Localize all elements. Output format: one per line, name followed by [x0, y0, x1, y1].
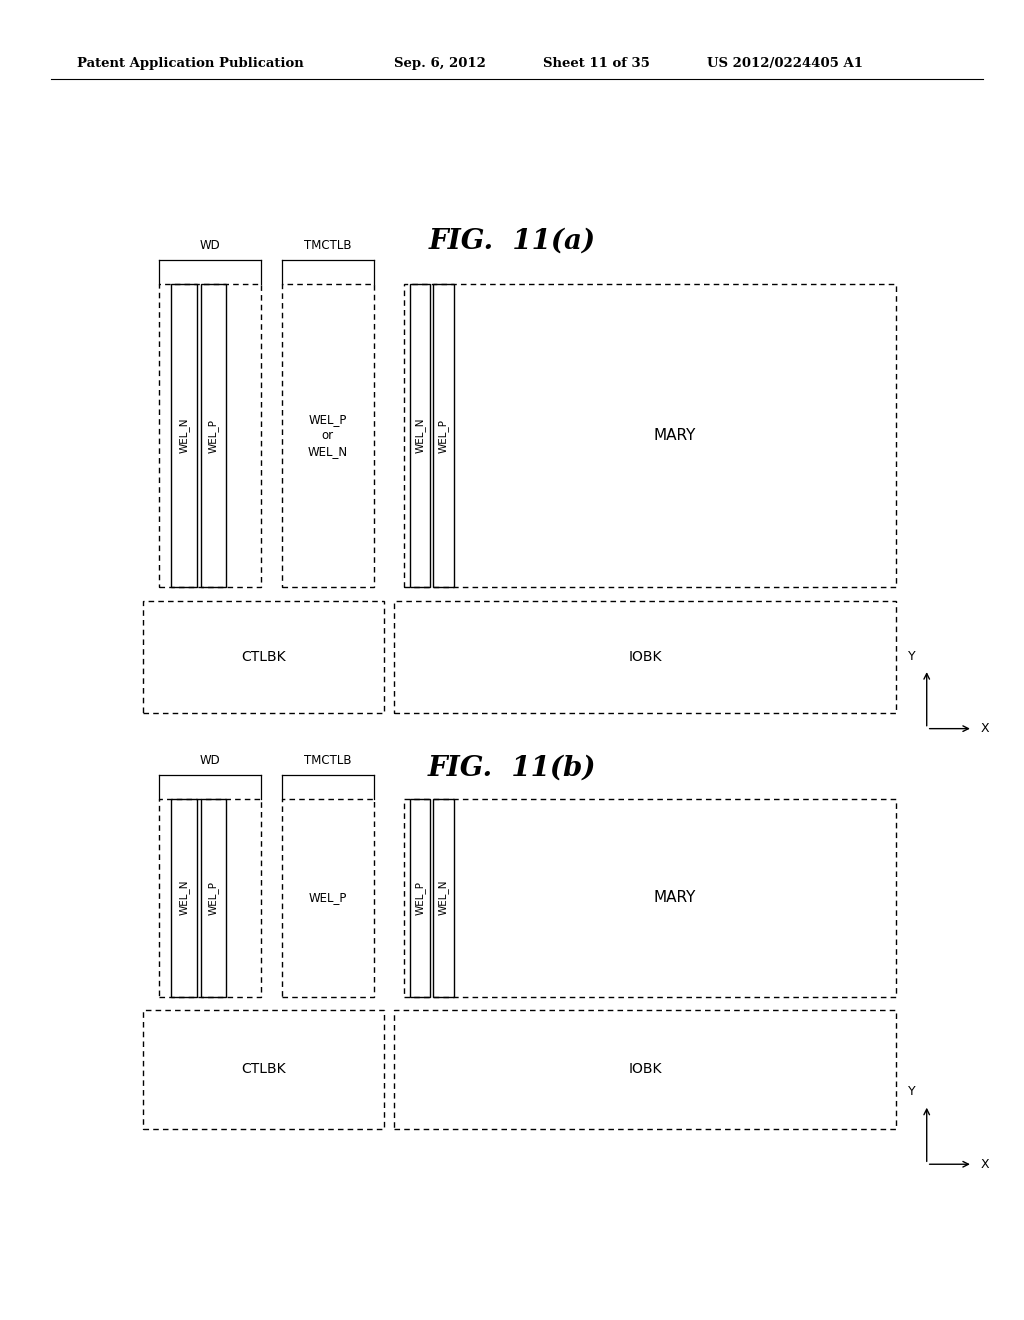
Bar — [171, 799, 197, 997]
Bar — [410, 284, 430, 587]
Bar — [433, 799, 454, 997]
Text: CTLBK: CTLBK — [242, 1063, 286, 1076]
Text: US 2012/0224405 A1: US 2012/0224405 A1 — [707, 57, 862, 70]
Text: WEL_N: WEL_N — [178, 418, 189, 453]
Text: FIG.  11(b): FIG. 11(b) — [428, 755, 596, 781]
Text: Y: Y — [907, 649, 915, 663]
Text: Sheet 11 of 35: Sheet 11 of 35 — [543, 57, 649, 70]
Bar — [201, 799, 226, 997]
Text: Y: Y — [907, 1085, 915, 1098]
Text: FIG.  11(a): FIG. 11(a) — [428, 228, 596, 255]
Text: WEL_P: WEL_P — [208, 880, 219, 915]
Text: WEL_P: WEL_P — [308, 891, 347, 904]
Text: WD: WD — [200, 754, 220, 767]
Text: X: X — [981, 722, 989, 735]
Bar — [143, 1010, 384, 1129]
Text: IOBK: IOBK — [629, 649, 662, 664]
Text: MARY: MARY — [653, 428, 696, 444]
Bar — [433, 284, 454, 587]
Bar — [159, 799, 261, 997]
Text: MARY: MARY — [653, 890, 696, 906]
Bar — [159, 284, 261, 587]
Text: WD: WD — [200, 239, 220, 252]
Text: X: X — [981, 1158, 989, 1171]
Text: CTLBK: CTLBK — [242, 649, 286, 664]
Text: Patent Application Publication: Patent Application Publication — [77, 57, 303, 70]
Bar — [282, 284, 374, 587]
Bar — [394, 1010, 896, 1129]
Text: WEL_N: WEL_N — [415, 418, 425, 453]
Text: WEL_P
or
WEL_N: WEL_P or WEL_N — [307, 413, 348, 458]
Bar — [394, 601, 896, 713]
Bar — [404, 799, 896, 997]
Bar — [404, 284, 896, 587]
Bar — [282, 799, 374, 997]
Bar — [171, 284, 197, 587]
Text: WEL_P: WEL_P — [208, 418, 219, 453]
Text: WEL_P: WEL_P — [438, 418, 449, 453]
Bar — [410, 799, 430, 997]
Text: IOBK: IOBK — [629, 1063, 662, 1076]
Text: WEL_P: WEL_P — [415, 880, 425, 915]
Text: Sep. 6, 2012: Sep. 6, 2012 — [394, 57, 486, 70]
Text: WEL_N: WEL_N — [178, 880, 189, 915]
Text: WEL_N: WEL_N — [438, 880, 449, 915]
Bar — [143, 601, 384, 713]
Bar — [201, 284, 226, 587]
Text: TMCTLB: TMCTLB — [304, 754, 351, 767]
Text: TMCTLB: TMCTLB — [304, 239, 351, 252]
